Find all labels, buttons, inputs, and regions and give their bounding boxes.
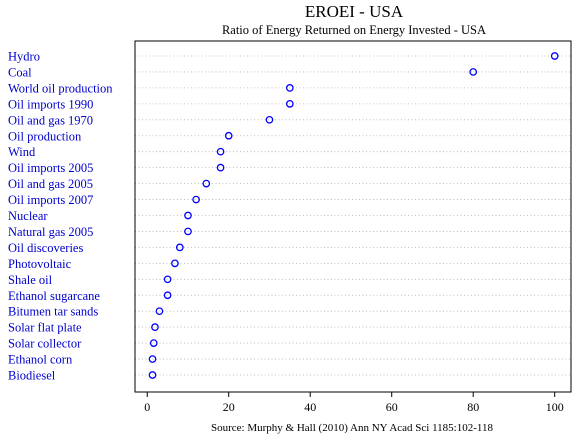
data-point (202, 179, 211, 188)
category-label: Ethanol sugarcane (8, 289, 100, 303)
x-tick-label: 0 (144, 400, 150, 414)
data-point (155, 307, 164, 316)
data-point (171, 259, 179, 268)
category-label: Photovoltaic (8, 257, 72, 271)
chart-caption: Source: Murphy & Hall (2010) Ann NY Acad… (211, 422, 493, 434)
chart-subtitle: Ratio of Energy Returned on Energy Inves… (222, 23, 486, 37)
category-label: Nuclear (8, 209, 48, 223)
category-label: Hydro (8, 50, 40, 64)
data-points (148, 52, 559, 379)
data-point (265, 115, 274, 124)
data-point (216, 147, 225, 156)
category-label: World oil production (8, 81, 113, 95)
data-point (148, 355, 157, 363)
x-tick-label: 80 (467, 400, 479, 414)
data-point (216, 163, 225, 172)
x-tick-label: 20 (223, 400, 235, 414)
category-label: Oil production (8, 129, 82, 143)
data-point (285, 84, 294, 92)
data-point (469, 68, 478, 76)
x-tick-label: 40 (304, 400, 316, 414)
data-point (184, 211, 192, 220)
category-label: Ethanol corn (8, 353, 73, 367)
category-label: Biodiesel (8, 369, 56, 383)
category-label: Solar collector (8, 337, 82, 351)
data-point (184, 227, 192, 236)
category-label: Oil imports 2007 (8, 193, 93, 207)
category-label: Wind (8, 145, 36, 159)
data-point (285, 100, 294, 108)
data-point (151, 323, 159, 331)
category-label: Coal (8, 65, 32, 79)
data-point (163, 275, 172, 284)
plot-area (134, 40, 572, 393)
category-label: Oil imports 2005 (8, 161, 93, 175)
x-axis: 0 20 40 60 80 100 (144, 392, 564, 414)
category-label: Oil and gas 1970 (8, 113, 93, 127)
category-label: Bitumen tar sands (8, 305, 98, 319)
data-point (175, 243, 184, 252)
category-label: Oil imports 1990 (8, 97, 93, 111)
data-point (149, 339, 158, 347)
data-point (192, 195, 200, 204)
category-label: Solar flat plate (8, 321, 82, 335)
x-tick-label: 100 (546, 400, 564, 414)
category-label: Shale oil (8, 273, 53, 287)
x-tick-label: 60 (386, 400, 398, 414)
data-point (163, 291, 172, 300)
category-label: Natural gas 2005 (8, 225, 93, 239)
chart-title: EROEI - USA (305, 2, 404, 21)
category-label: Oil discoveries (8, 241, 83, 255)
grid-lines (135, 55, 571, 376)
data-point (148, 371, 157, 379)
data-point (224, 131, 233, 140)
data-point (550, 52, 559, 60)
category-label: Oil and gas 2005 (8, 177, 93, 191)
